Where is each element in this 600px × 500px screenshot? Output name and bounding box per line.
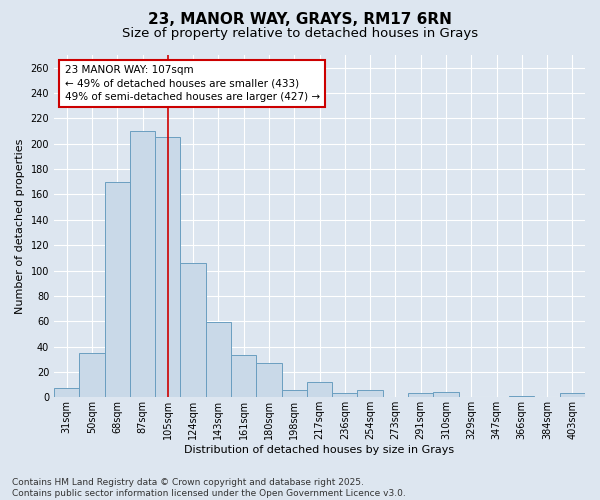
Text: 23 MANOR WAY: 107sqm
← 49% of detached houses are smaller (433)
49% of semi-deta: 23 MANOR WAY: 107sqm ← 49% of detached h… (65, 66, 320, 102)
Bar (155, 138, 181, 398)
Text: Contains HM Land Registry data © Crown copyright and database right 2025.
Contai: Contains HM Land Registry data © Crown c… (12, 478, 406, 498)
Bar (104, 182, 130, 398)
Bar (130, 131, 155, 398)
Text: 23, MANOR WAY, GRAYS, RM17 6RN: 23, MANOR WAY, GRAYS, RM17 6RN (148, 12, 452, 28)
Bar (181, 263, 206, 398)
Bar (560, 394, 585, 398)
Bar (231, 356, 256, 398)
Bar (332, 394, 358, 398)
Bar (408, 394, 433, 398)
Bar (509, 396, 535, 398)
Bar (307, 382, 332, 398)
Bar (206, 322, 231, 398)
Bar (79, 353, 104, 398)
Bar (433, 392, 458, 398)
Bar (358, 390, 383, 398)
Y-axis label: Number of detached properties: Number of detached properties (15, 138, 25, 314)
Text: Size of property relative to detached houses in Grays: Size of property relative to detached ho… (122, 28, 478, 40)
Bar (54, 388, 79, 398)
X-axis label: Distribution of detached houses by size in Grays: Distribution of detached houses by size … (184, 445, 455, 455)
Bar (281, 390, 307, 398)
Bar (256, 363, 281, 398)
